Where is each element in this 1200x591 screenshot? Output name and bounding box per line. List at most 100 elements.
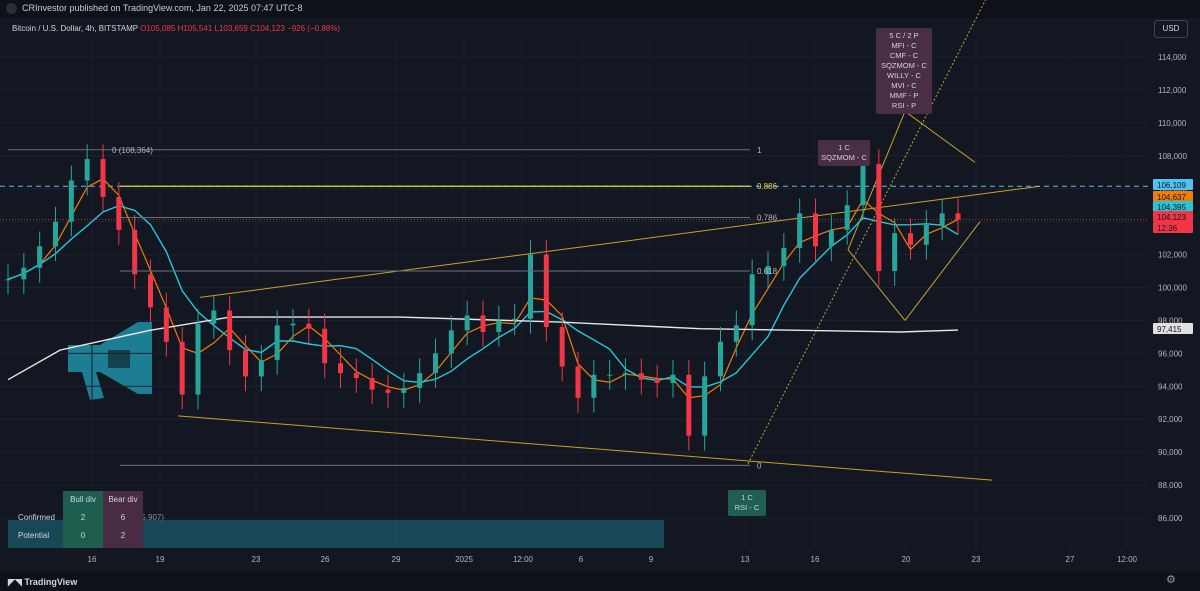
symbol-close: C104,123 <box>250 24 285 33</box>
candle-body <box>844 205 850 230</box>
candle-body <box>417 373 423 388</box>
trend-lines <box>0 0 1148 481</box>
ma-fast-line <box>7 178 959 399</box>
candle-body <box>322 328 328 364</box>
tradingview-logo[interactable]: ◤◥ TradingView <box>8 577 77 588</box>
candle-body <box>765 266 771 275</box>
candle-body <box>116 196 122 230</box>
candle-body <box>496 320 502 332</box>
price-tick-label: 94,000 <box>1158 382 1183 391</box>
time-tick-label: 6 <box>579 555 584 564</box>
candle-body <box>575 366 581 398</box>
candle-body <box>353 373 359 379</box>
candle-body <box>448 330 454 354</box>
candle-body <box>733 325 739 342</box>
wedge-line <box>904 110 976 163</box>
candle-body <box>369 378 375 390</box>
price-axis[interactable]: 114,000 112,000 110,000 108,000 106,000 104,0… <box>1153 53 1193 523</box>
candle-body <box>813 213 818 247</box>
annotation-text: MFI - C <box>892 41 918 50</box>
annotation-text: 1 C <box>741 493 753 502</box>
candle-body <box>37 246 43 268</box>
price-tick-label: 112,000 <box>1158 86 1187 95</box>
price-tick-label: 100,000 <box>1158 284 1187 293</box>
annotation-text: 1 C <box>838 143 850 152</box>
time-tick-label: 29 <box>392 555 401 564</box>
candle-body <box>654 379 660 383</box>
ma-slow-line <box>7 204 959 388</box>
candle-body <box>68 180 74 222</box>
candle-body <box>860 164 866 206</box>
candle-body <box>607 374 613 376</box>
candle-body <box>243 350 248 377</box>
fib-label: 0.618 <box>757 267 778 276</box>
price-tick-label: 104,000 <box>1158 218 1187 227</box>
candle-body <box>274 325 280 360</box>
time-tick-label: 27 <box>1066 555 1075 564</box>
price-tick-label: 106,000 <box>1158 185 1187 194</box>
candle-body <box>179 341 185 395</box>
symbol-legend[interactable]: Bitcoin / U.S. Dollar, 4h, BITSTAMP O105… <box>12 24 340 33</box>
price-label-box <box>1153 191 1193 202</box>
fib-top-label: 0 (108,364) <box>112 146 153 155</box>
table-header: Bull div <box>70 495 96 504</box>
publisher-bar: CRInvestor published on TradingView.com,… <box>0 0 1200 18</box>
wedge-line <box>847 111 906 250</box>
candle-body <box>892 233 898 272</box>
candle-body <box>702 376 708 436</box>
candle-body <box>338 363 343 374</box>
price-label-box <box>1153 201 1193 212</box>
fib-bottom-label: 0.382 (85,907) <box>112 513 164 522</box>
candle-body <box>955 213 961 220</box>
upper-trendline <box>199 185 1041 298</box>
bear-column-bg <box>103 491 143 548</box>
price-label: 97,415 <box>1157 325 1182 334</box>
annotation-text: WILLY - C <box>887 71 921 80</box>
candle-body <box>258 359 264 377</box>
candle-body <box>21 267 27 280</box>
symbol-low: L103,659 <box>214 24 248 33</box>
bull-column-bg <box>63 491 103 548</box>
gear-icon[interactable]: ⚙ <box>1166 574 1176 586</box>
table-cell: 0 <box>81 531 86 540</box>
footer-bar: ◤◥ TradingView <box>0 573 1200 591</box>
candle-body <box>559 327 565 367</box>
time-tick-label: 16 <box>88 555 97 564</box>
candle-body <box>686 374 692 436</box>
candle-body <box>512 318 518 321</box>
time-axis[interactable]: 16 19 23 26 29 2025 12:00 6 9 13 16 20 23 27 12:00 <box>88 555 1138 564</box>
candle-body <box>923 224 929 245</box>
time-tick-label: 20 <box>902 555 911 564</box>
candle-body <box>464 315 470 331</box>
candle-body <box>195 323 201 395</box>
candle-body <box>5 279 11 281</box>
candle-body <box>939 213 945 225</box>
candle-body <box>591 374 597 398</box>
table-cell: 2 <box>81 513 86 522</box>
tv-logo-text: TradingView <box>24 577 78 587</box>
price-tick-label: 86,000 <box>1158 514 1183 523</box>
time-tick-label: 23 <box>252 555 261 564</box>
currency-button[interactable]: USD <box>1154 20 1188 38</box>
annotation-text: 5 C / 2 P <box>889 31 918 40</box>
annotation-text: SQZMOM - C <box>881 61 927 70</box>
price-tick-label: 110,000 <box>1158 119 1187 128</box>
time-tick-label: 12:00 <box>513 555 534 564</box>
candle-body <box>211 310 217 324</box>
price-grid <box>0 40 1148 548</box>
fib-label: 0 <box>757 461 762 470</box>
table-row-label: Confirmed <box>18 513 55 522</box>
annotation-text: RSI - C <box>735 503 760 512</box>
lower-trendline <box>177 415 993 481</box>
price-tick-label: 102,000 <box>1158 251 1187 260</box>
price-label: 104,395 <box>1157 203 1186 212</box>
price-label: 106,109 <box>1157 181 1186 190</box>
ma-200-line <box>7 316 959 381</box>
price-tick-label: 108,000 <box>1158 152 1187 161</box>
price-label-box <box>1153 211 1193 222</box>
candle-body <box>385 389 391 393</box>
price-label-box <box>1153 179 1193 190</box>
table-header: Bear div <box>108 495 137 504</box>
candle-body <box>148 274 153 308</box>
